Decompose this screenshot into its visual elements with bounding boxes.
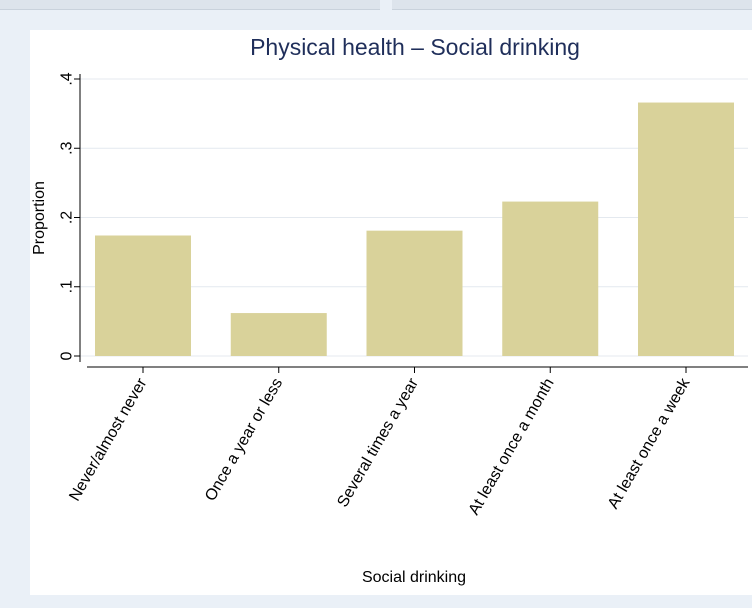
x-tick-label: Never/almost never bbox=[66, 375, 150, 504]
bars bbox=[95, 102, 734, 356]
top-strip bbox=[0, 0, 752, 14]
y-axis-label: Proportion bbox=[31, 181, 48, 255]
y-tick-label: .3 bbox=[59, 141, 76, 154]
y-tick-label: .4 bbox=[59, 72, 76, 85]
y-ticks: 0 .1 .2 .3 .4 bbox=[59, 72, 80, 360]
gridlines bbox=[80, 78, 748, 357]
top-right-panel-edge bbox=[392, 0, 752, 10]
chart-title: Physical health – Social drinking bbox=[250, 34, 580, 60]
x-tick-label: Once a year or less bbox=[202, 376, 286, 505]
bar bbox=[95, 235, 191, 356]
y-tick-label: .1 bbox=[59, 280, 76, 293]
x-ticks: Never/almost never Once a year or less Sev… bbox=[66, 367, 694, 518]
top-left-panel-edge bbox=[0, 0, 380, 10]
x-tick-label: At least once a month bbox=[466, 376, 558, 519]
bar bbox=[638, 102, 734, 356]
x-tick-label: Several times a year bbox=[334, 375, 422, 510]
y-tick-label: 0 bbox=[59, 351, 76, 360]
y-tick-label: .2 bbox=[59, 211, 76, 224]
bar bbox=[366, 230, 463, 356]
x-tick-label: At least once a week bbox=[605, 375, 694, 512]
x-axis-label: Social drinking bbox=[362, 569, 466, 586]
bar bbox=[502, 201, 599, 356]
bar bbox=[230, 313, 327, 356]
